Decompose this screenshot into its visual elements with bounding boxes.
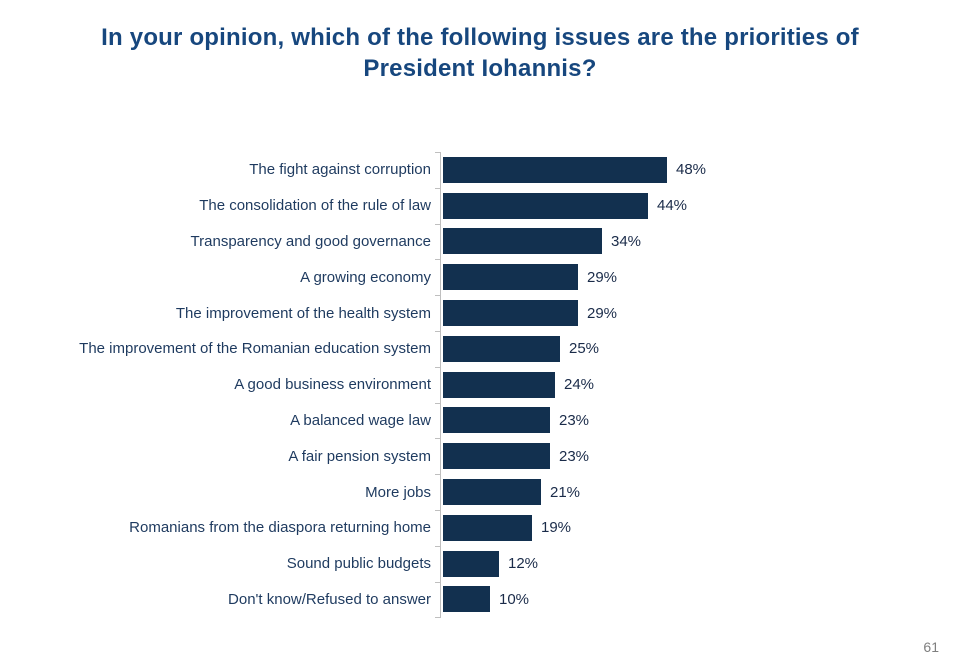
axis-tick [435, 152, 440, 153]
bar-row: More jobs 21% [0, 474, 960, 510]
bar-track: 48% [443, 156, 707, 183]
bar-track: 24% [443, 371, 595, 398]
axis-tick [435, 510, 440, 511]
axis-tick [435, 367, 440, 368]
category-label: A balanced wage law [290, 411, 431, 429]
category-label: The consolidation of the rule of law [199, 197, 431, 215]
bar-row: A good business environment 24% [0, 367, 960, 403]
bar [443, 586, 490, 613]
value-label: 24% [564, 376, 595, 394]
axis-tick [435, 224, 440, 225]
bar-track: 44% [443, 192, 688, 219]
bar-track: 19% [443, 514, 572, 541]
axis-tick [435, 259, 440, 260]
bar [443, 550, 499, 577]
value-label: 29% [587, 268, 618, 286]
axis-tick [435, 617, 440, 618]
axis-tick [435, 438, 440, 439]
bar [443, 300, 578, 327]
value-label: 25% [569, 340, 600, 358]
bar [443, 156, 667, 183]
category-label: Transparency and good governance [190, 232, 431, 250]
axis-tick [435, 403, 440, 404]
chart-title: In your opinion, which of the following … [40, 22, 920, 84]
bar [443, 264, 578, 291]
category-label: More jobs [365, 483, 431, 501]
axis-tick [435, 331, 440, 332]
bar-track: 10% [443, 586, 530, 613]
bar-track: 21% [443, 479, 581, 506]
bar [443, 514, 532, 541]
bar-row: Don't know/Refused to answer 10% [0, 582, 960, 618]
bar-row: The improvement of the health system 29% [0, 295, 960, 331]
value-label: 21% [550, 483, 581, 501]
bar [443, 443, 550, 470]
axis-tick [435, 474, 440, 475]
bar [443, 335, 560, 362]
bar-chart: The fight against corruption 48% The conso… [0, 152, 960, 618]
category-label: A good business environment [234, 376, 431, 394]
value-label: 34% [611, 232, 642, 250]
bar [443, 228, 602, 255]
bar-track: 12% [443, 550, 539, 577]
bar-track: 23% [443, 407, 590, 434]
bar-row: Romanians from the diaspora returning ho… [0, 510, 960, 546]
category-label: The fight against corruption [249, 161, 431, 179]
value-label: 48% [676, 161, 707, 179]
value-label: 10% [499, 590, 530, 608]
title-line-1: In your opinion, which of the following … [101, 24, 859, 51]
bar [443, 192, 648, 219]
bar-row: The fight against corruption 48% [0, 152, 960, 188]
bar-row: A fair pension system 23% [0, 438, 960, 474]
value-label: 19% [541, 519, 572, 537]
category-label: A fair pension system [288, 447, 431, 465]
bar-track: 34% [443, 228, 642, 255]
bar-row: Sound public budgets 12% [0, 546, 960, 582]
category-label: A growing economy [300, 268, 431, 286]
value-label: 44% [657, 197, 688, 215]
axis-tick [435, 546, 440, 547]
bar-row: The improvement of the Romanian educatio… [0, 331, 960, 367]
value-label: 23% [559, 447, 590, 465]
bar [443, 407, 550, 434]
category-label: The improvement of the Romanian educatio… [79, 340, 431, 358]
bar [443, 371, 555, 398]
axis-tick [435, 582, 440, 583]
bar-track: 29% [443, 300, 618, 327]
category-label: Don't know/Refused to answer [228, 590, 431, 608]
bar-row: A growing economy 29% [0, 259, 960, 295]
page-number: 61 [923, 639, 939, 655]
value-label: 29% [587, 304, 618, 322]
bar [443, 479, 541, 506]
bar-track: 29% [443, 264, 618, 291]
value-label: 23% [559, 411, 590, 429]
axis-tick [435, 295, 440, 296]
bar-row: The consolidation of the rule of law 44% [0, 188, 960, 224]
value-label: 12% [508, 555, 539, 573]
category-label: Sound public budgets [286, 555, 431, 573]
y-axis-line [440, 152, 441, 618]
bar-track: 25% [443, 335, 600, 362]
bar-row: Transparency and good governance 34% [0, 224, 960, 260]
bar-row: A balanced wage law 23% [0, 403, 960, 439]
category-label: The improvement of the health system [175, 304, 431, 322]
axis-tick [435, 188, 440, 189]
category-label: Romanians from the diaspora returning ho… [129, 519, 431, 537]
title-line-2: President Iohannis? [363, 55, 597, 82]
bar-track: 23% [443, 443, 590, 470]
